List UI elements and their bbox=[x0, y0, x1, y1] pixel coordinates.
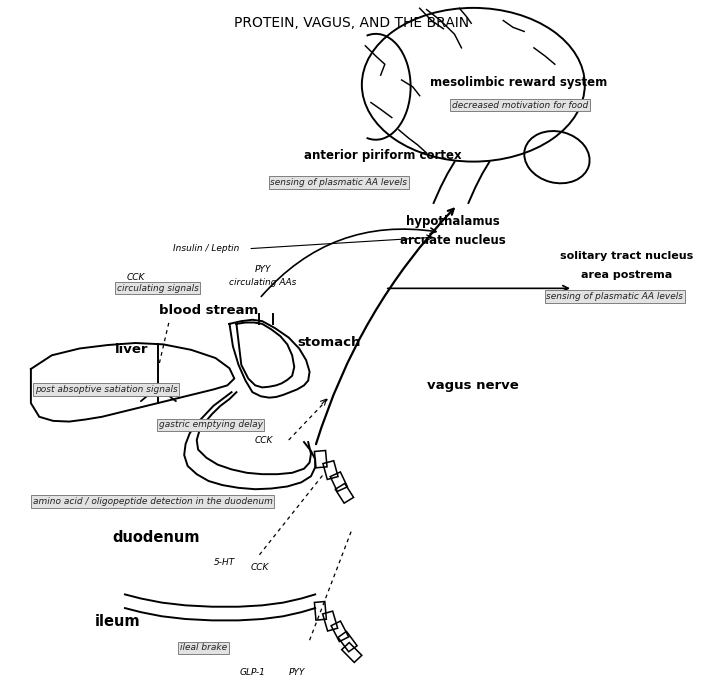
Text: sensing of plasmatic AA levels: sensing of plasmatic AA levels bbox=[271, 178, 408, 187]
Text: PYY: PYY bbox=[289, 667, 305, 677]
Text: sensing of plasmatic AA levels: sensing of plasmatic AA levels bbox=[546, 292, 683, 301]
Text: anterior piriform cortex: anterior piriform cortex bbox=[304, 149, 462, 162]
Bar bbox=[315, 602, 327, 620]
Text: circulating AAs: circulating AAs bbox=[229, 279, 297, 287]
Text: hypothalamus: hypothalamus bbox=[405, 215, 499, 228]
Text: area postrema: area postrema bbox=[581, 270, 672, 280]
Text: blood stream: blood stream bbox=[159, 304, 258, 317]
Text: arcuate nucleus: arcuate nucleus bbox=[400, 234, 506, 247]
Text: 5-HT: 5-HT bbox=[214, 558, 235, 567]
Text: PROTEIN, VAGUS, AND THE BRAIN: PROTEIN, VAGUS, AND THE BRAIN bbox=[234, 16, 469, 30]
Text: stomach: stomach bbox=[297, 337, 361, 349]
Bar bbox=[323, 461, 338, 480]
Bar bbox=[315, 451, 327, 468]
Text: decreased motivation for food: decreased motivation for food bbox=[452, 101, 588, 110]
Text: ileal brake: ileal brake bbox=[180, 643, 227, 652]
Bar bbox=[330, 472, 347, 491]
Bar bbox=[338, 631, 357, 652]
Text: liver: liver bbox=[115, 343, 148, 356]
Text: circulating signals: circulating signals bbox=[116, 284, 199, 293]
Text: GLP-1: GLP-1 bbox=[239, 667, 266, 677]
Text: amino acid / oligopeptide detection in the duodenum: amino acid / oligopeptide detection in t… bbox=[33, 497, 273, 506]
Text: post absoptive satiation signals: post absoptive satiation signals bbox=[35, 385, 178, 394]
Bar bbox=[322, 611, 338, 631]
Text: solitary tract nucleus: solitary tract nucleus bbox=[560, 250, 693, 261]
Text: Insulin / Leptin: Insulin / Leptin bbox=[173, 244, 240, 253]
Text: Ghrelin: Ghrelin bbox=[133, 287, 165, 296]
Text: duodenum: duodenum bbox=[113, 530, 200, 545]
Text: CCK: CCK bbox=[250, 563, 268, 571]
Text: CCK: CCK bbox=[126, 273, 145, 282]
Text: PYY: PYY bbox=[255, 265, 271, 274]
Bar bbox=[331, 621, 349, 641]
Text: gastric emptying delay: gastric emptying delay bbox=[158, 421, 263, 429]
Text: vagus nerve: vagus nerve bbox=[427, 379, 519, 392]
Bar bbox=[335, 484, 354, 503]
Text: mesolimbic reward system: mesolimbic reward system bbox=[430, 75, 607, 88]
Text: CCK: CCK bbox=[255, 436, 273, 445]
Text: ileum: ileum bbox=[95, 614, 141, 629]
Bar bbox=[342, 643, 362, 663]
